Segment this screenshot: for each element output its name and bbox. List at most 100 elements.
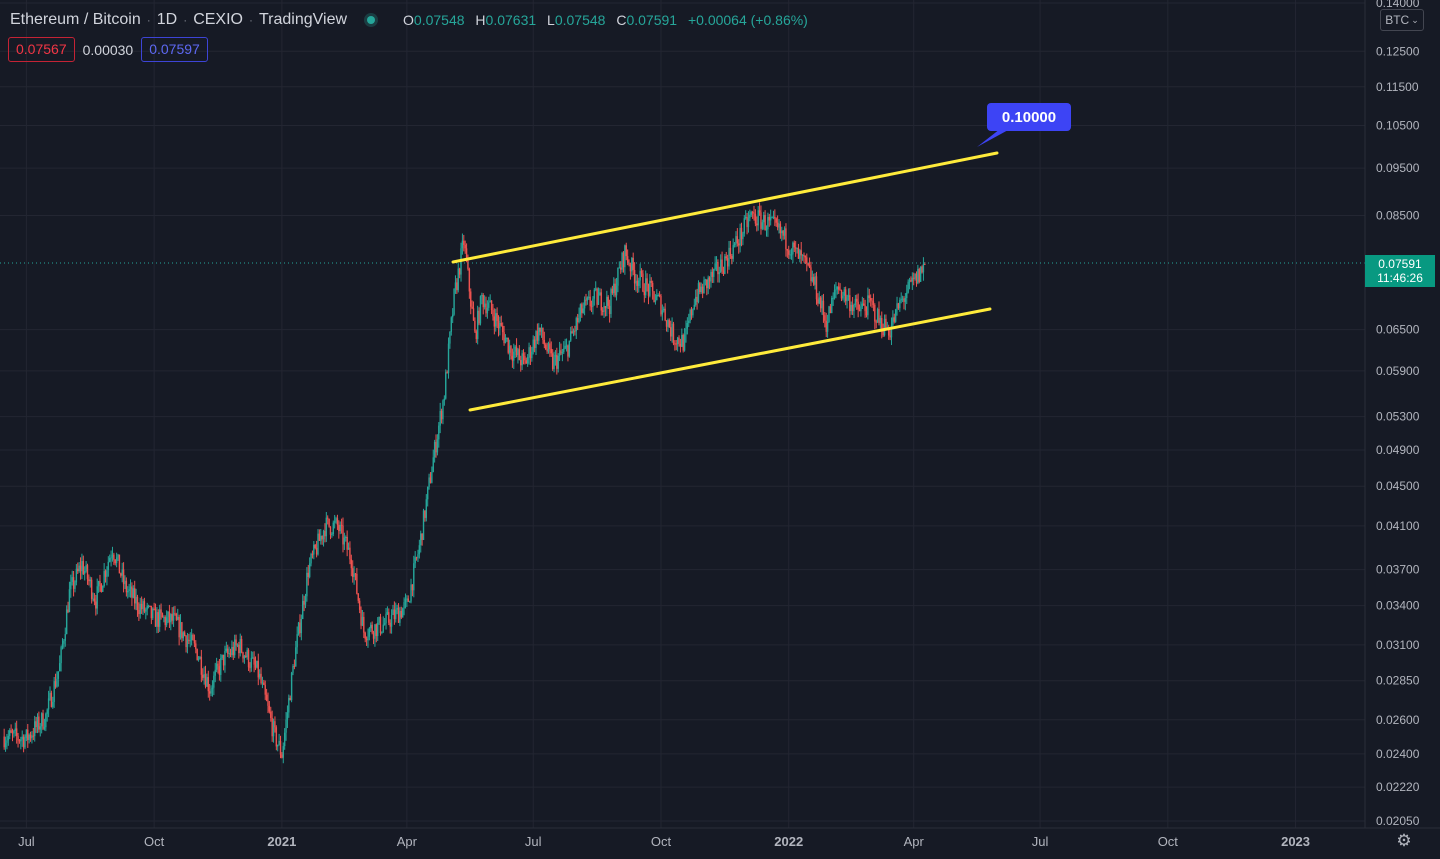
candle bbox=[181, 621, 183, 643]
candle bbox=[397, 603, 400, 623]
candle bbox=[64, 627, 66, 647]
candle bbox=[763, 211, 765, 230]
lower-channel-trendline[interactable] bbox=[468, 307, 992, 412]
candle bbox=[246, 647, 248, 660]
candle bbox=[649, 274, 651, 298]
candle bbox=[897, 302, 900, 310]
candle bbox=[496, 307, 498, 329]
candle bbox=[457, 263, 459, 293]
candle bbox=[574, 325, 576, 336]
candle bbox=[654, 294, 657, 305]
time-tick-label: 2021 bbox=[267, 834, 296, 849]
candle bbox=[874, 303, 876, 330]
candle bbox=[668, 318, 671, 329]
gear-icon[interactable]: ⚙ bbox=[1396, 831, 1412, 850]
candle bbox=[139, 597, 141, 619]
candle bbox=[153, 602, 155, 611]
candle bbox=[808, 257, 811, 269]
buy-price-button[interactable]: 0.07597 bbox=[141, 37, 208, 62]
candle bbox=[10, 724, 12, 734]
candle bbox=[350, 554, 353, 577]
price-callout-label[interactable]: 0.10000 bbox=[987, 103, 1071, 131]
candle bbox=[125, 577, 128, 597]
candle bbox=[378, 616, 380, 625]
candle bbox=[756, 216, 758, 232]
candle bbox=[667, 318, 669, 333]
candle bbox=[896, 296, 898, 316]
candle bbox=[775, 217, 777, 227]
candle bbox=[292, 664, 294, 676]
time-tick-label: Jul bbox=[18, 834, 35, 849]
time-axis[interactable]: Jul Oct 2021 Apr Jul Oct 2022 Apr Jul Oct 2023 bbox=[18, 834, 1310, 849]
candle bbox=[401, 607, 404, 618]
market-status-icon[interactable] bbox=[367, 16, 376, 24]
candle bbox=[13, 729, 15, 738]
candle bbox=[857, 293, 859, 318]
candle bbox=[563, 341, 565, 355]
candle bbox=[595, 281, 597, 292]
candle bbox=[757, 206, 759, 231]
candle bbox=[911, 272, 914, 291]
candle bbox=[377, 617, 379, 642]
candle bbox=[656, 289, 658, 301]
sell-price-button[interactable]: 0.07567 bbox=[8, 37, 75, 62]
candle bbox=[90, 577, 93, 604]
candle bbox=[539, 327, 541, 336]
candle bbox=[543, 331, 546, 349]
candle bbox=[170, 613, 172, 631]
candle bbox=[433, 439, 436, 463]
interval-label[interactable]: 1D bbox=[156, 11, 178, 28]
candle bbox=[143, 597, 146, 614]
candle bbox=[186, 632, 189, 654]
candle bbox=[838, 282, 840, 294]
candle bbox=[446, 370, 448, 374]
price-tick-label: 0.02400 bbox=[1376, 747, 1420, 761]
candle bbox=[56, 671, 58, 688]
candle bbox=[388, 608, 390, 626]
candle bbox=[492, 303, 494, 321]
candle bbox=[883, 314, 886, 337]
candle bbox=[754, 209, 757, 227]
candle bbox=[285, 712, 287, 741]
candle bbox=[271, 710, 273, 742]
candle bbox=[810, 261, 812, 287]
spread-value: 0.00030 bbox=[82, 41, 134, 58]
candle bbox=[611, 285, 614, 295]
price-tick-label: 0.09500 bbox=[1376, 161, 1420, 175]
candle bbox=[395, 602, 397, 623]
candle bbox=[7, 730, 10, 746]
candle bbox=[307, 564, 309, 586]
candle bbox=[607, 295, 609, 309]
candle bbox=[647, 283, 650, 305]
candle bbox=[842, 291, 844, 301]
candle bbox=[576, 313, 579, 331]
symbol-name[interactable]: Ethereum / Bitcoin bbox=[10, 11, 141, 28]
candle bbox=[464, 240, 466, 254]
upper-channel-trendline[interactable] bbox=[451, 151, 999, 264]
candle bbox=[345, 535, 347, 542]
candle bbox=[357, 592, 359, 604]
close-value: 0.07591 bbox=[626, 12, 678, 28]
candle bbox=[57, 671, 60, 687]
time-tick-label: 2023 bbox=[1281, 834, 1310, 849]
candle bbox=[890, 317, 893, 346]
candle bbox=[596, 287, 598, 308]
candle bbox=[432, 449, 434, 473]
candle bbox=[764, 210, 766, 231]
price-axis[interactable]: 0.14000 0.12500 0.11500 0.10500 0.09500 0.085… bbox=[1376, 0, 1420, 828]
currency-selector[interactable]: BTC ⌄ bbox=[1380, 9, 1424, 31]
candle bbox=[270, 706, 272, 722]
candle bbox=[813, 273, 815, 287]
candle bbox=[903, 296, 905, 310]
candle bbox=[599, 288, 601, 296]
candle bbox=[790, 248, 793, 260]
candle bbox=[708, 276, 711, 290]
candle bbox=[674, 340, 676, 351]
candle bbox=[27, 723, 29, 748]
time-tick-label: 2022 bbox=[774, 834, 803, 849]
candle bbox=[849, 288, 851, 318]
candle bbox=[220, 654, 222, 682]
candle bbox=[645, 270, 647, 299]
candle bbox=[876, 307, 879, 323]
